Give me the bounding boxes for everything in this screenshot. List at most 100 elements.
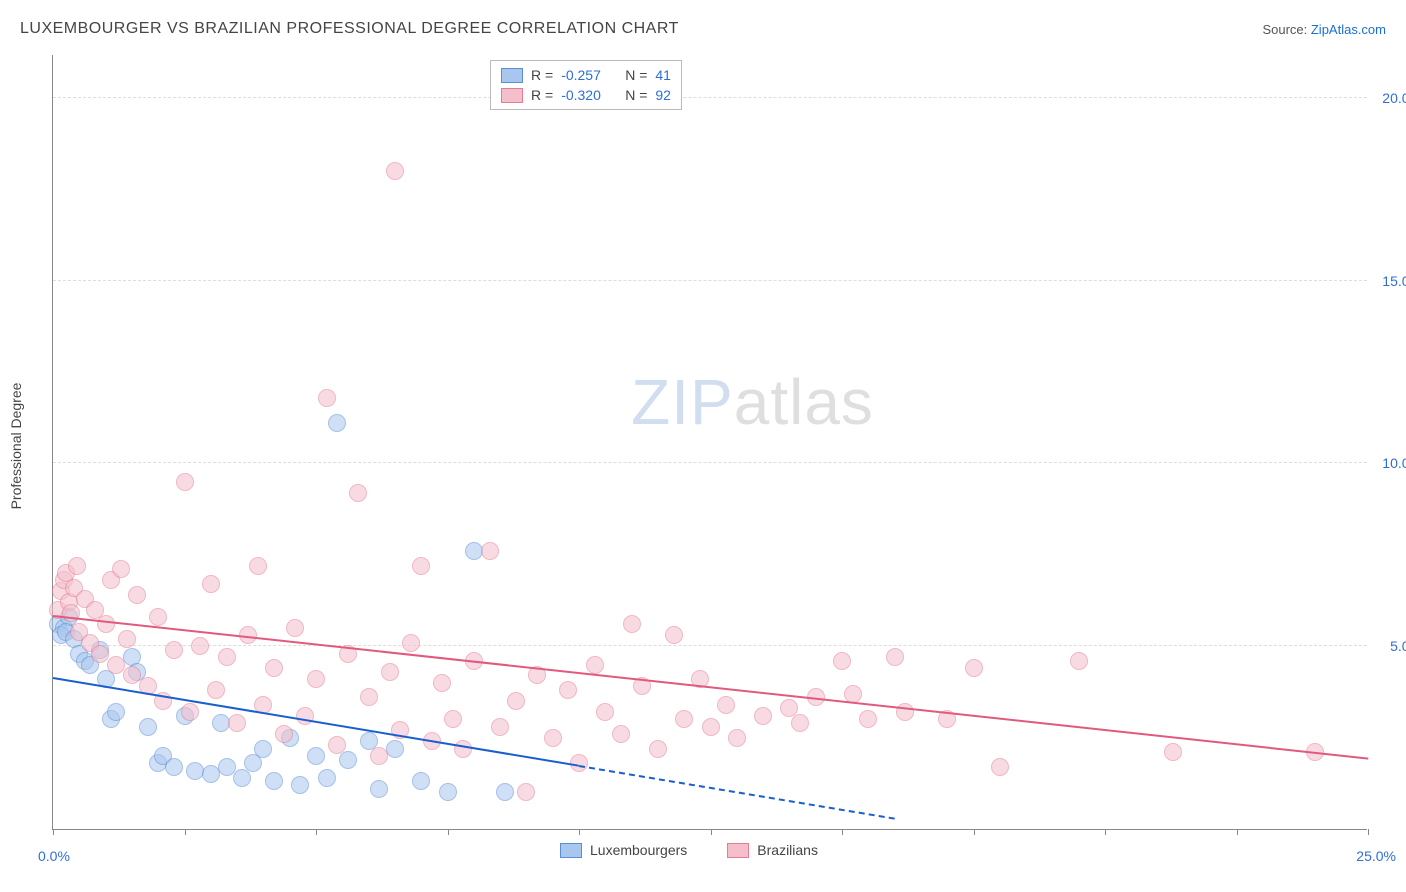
data-point xyxy=(370,747,388,765)
data-point xyxy=(517,783,535,801)
data-point xyxy=(307,670,325,688)
data-point xyxy=(97,615,115,633)
data-point xyxy=(491,718,509,736)
data-point xyxy=(1164,743,1182,761)
data-point xyxy=(702,718,720,736)
data-point xyxy=(444,710,462,728)
data-point xyxy=(623,615,641,633)
x-tick xyxy=(53,829,54,835)
y-tick-label: 15.0% xyxy=(1372,273,1406,289)
source-link[interactable]: ZipAtlas.com xyxy=(1311,22,1386,37)
x-tick xyxy=(316,829,317,835)
watermark: ZIPatlas xyxy=(631,365,874,439)
series-legend: Luxembourgers Brazilians xyxy=(560,842,818,858)
source-prefix: Source: xyxy=(1262,22,1310,37)
regression-line-dashed xyxy=(579,765,895,820)
data-point xyxy=(833,652,851,670)
data-point xyxy=(612,725,630,743)
data-point xyxy=(349,484,367,502)
data-point xyxy=(675,710,693,728)
n-value: 41 xyxy=(655,67,671,83)
x-tick xyxy=(711,829,712,835)
data-point xyxy=(112,560,130,578)
data-point xyxy=(191,637,209,655)
watermark-atlas: atlas xyxy=(734,366,874,438)
x-tick xyxy=(1237,829,1238,835)
gridline xyxy=(53,462,1367,463)
data-point xyxy=(559,681,577,699)
x-tick xyxy=(1105,829,1106,835)
data-point xyxy=(207,681,225,699)
data-point xyxy=(507,692,525,710)
data-point xyxy=(754,707,772,725)
legend-swatch-brazilians xyxy=(727,843,749,858)
data-point xyxy=(412,772,430,790)
data-point xyxy=(275,725,293,743)
data-point xyxy=(176,473,194,491)
data-point xyxy=(649,740,667,758)
x-tick xyxy=(1368,829,1369,835)
data-point xyxy=(433,674,451,692)
data-point xyxy=(128,586,146,604)
data-point xyxy=(328,414,346,432)
watermark-zip: ZIP xyxy=(631,366,734,438)
data-point xyxy=(402,634,420,652)
data-point xyxy=(728,729,746,747)
data-point xyxy=(412,557,430,575)
n-label: N = xyxy=(625,87,647,103)
data-point xyxy=(107,703,125,721)
n-value: 92 xyxy=(655,87,671,103)
data-point xyxy=(586,656,604,674)
data-point xyxy=(165,758,183,776)
gridline xyxy=(53,645,1367,646)
data-point xyxy=(991,758,1009,776)
x-tick xyxy=(842,829,843,835)
data-point xyxy=(386,162,404,180)
x-tick xyxy=(448,829,449,835)
data-point xyxy=(318,389,336,407)
data-point xyxy=(791,714,809,732)
legend-label-luxembourgers: Luxembourgers xyxy=(590,842,687,858)
data-point xyxy=(596,703,614,721)
x-tick xyxy=(185,829,186,835)
gridline xyxy=(53,97,1367,98)
data-point xyxy=(265,772,283,790)
data-point xyxy=(717,696,735,714)
data-point xyxy=(665,626,683,644)
data-point xyxy=(328,736,346,754)
data-point xyxy=(360,688,378,706)
legend-swatch xyxy=(501,88,523,103)
r-value: -0.320 xyxy=(561,87,617,103)
x-tick xyxy=(579,829,580,835)
source-attribution: Source: ZipAtlas.com xyxy=(1262,22,1386,37)
correlation-legend-row: R =-0.257N =41 xyxy=(501,65,671,85)
legend-item-luxembourgers: Luxembourgers xyxy=(560,842,687,858)
data-point xyxy=(439,783,457,801)
x-tick xyxy=(974,829,975,835)
data-point xyxy=(286,619,304,637)
data-point xyxy=(165,641,183,659)
data-point xyxy=(181,703,199,721)
data-point xyxy=(118,630,136,648)
data-point xyxy=(496,783,514,801)
data-point xyxy=(544,729,562,747)
data-point xyxy=(218,758,236,776)
y-tick-label: 5.0% xyxy=(1372,638,1406,654)
data-point xyxy=(386,740,404,758)
data-point xyxy=(859,710,877,728)
data-point xyxy=(307,747,325,765)
chart-header: LUXEMBOURGER VS BRAZILIAN PROFESSIONAL D… xyxy=(20,20,1386,38)
x-axis-min-label: 0.0% xyxy=(38,848,70,864)
y-tick-label: 20.0% xyxy=(1372,90,1406,106)
correlation-legend-row: R =-0.320N =92 xyxy=(501,85,671,105)
chart-title: LUXEMBOURGER VS BRAZILIAN PROFESSIONAL D… xyxy=(20,20,679,38)
data-point xyxy=(1070,652,1088,670)
data-point xyxy=(123,666,141,684)
gridline xyxy=(53,280,1367,281)
data-point xyxy=(886,648,904,666)
data-point xyxy=(254,740,272,758)
data-point xyxy=(965,659,983,677)
chart-plot-area: ZIPatlas 5.0%10.0%15.0%20.0% xyxy=(52,55,1367,830)
r-label: R = xyxy=(531,67,553,83)
r-value: -0.257 xyxy=(561,67,617,83)
